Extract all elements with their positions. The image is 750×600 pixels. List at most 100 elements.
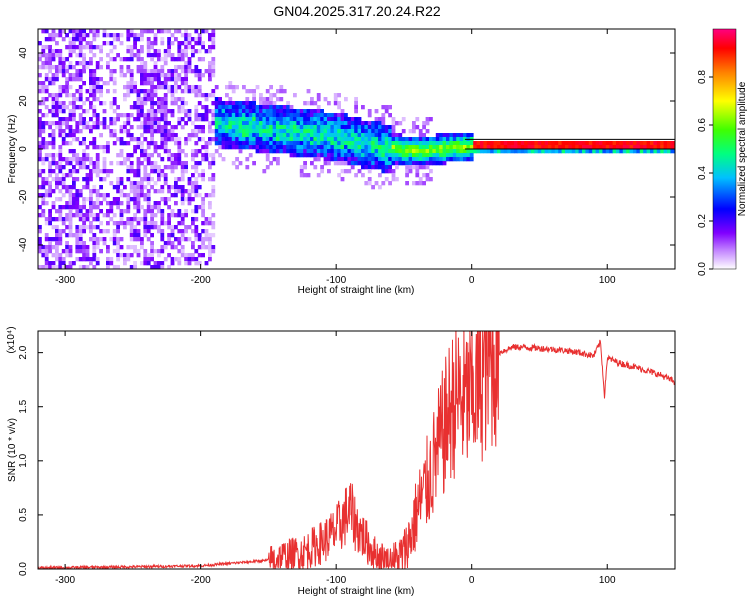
spectrogram-cell <box>126 89 131 94</box>
spectrogram-cell <box>41 197 46 202</box>
spectrogram-cell <box>126 169 131 174</box>
spectrogram-cell <box>463 145 467 150</box>
spectrogram-cell <box>333 145 338 150</box>
spectrogram-cell <box>588 145 593 150</box>
spectrogram-cell <box>214 137 219 142</box>
spectrogram-cell <box>150 165 154 170</box>
spectrogram-cell <box>75 45 80 50</box>
spectrogram-cell <box>412 153 416 158</box>
spectrogram-cell <box>514 145 518 150</box>
spectrogram-cell <box>160 237 165 242</box>
spectrogram-cell <box>191 217 195 222</box>
spectrogram-cell <box>347 137 352 142</box>
spectrogram-cell <box>289 149 294 154</box>
spectrogram-cell <box>228 85 233 90</box>
spectrogram-cell <box>418 141 423 146</box>
spectrogram-cell <box>140 29 144 34</box>
spectrogram-cell <box>272 117 277 122</box>
spectrogram-cell <box>170 109 175 114</box>
spectrogram-cell <box>146 53 151 58</box>
spectrogram-cell <box>337 105 341 110</box>
spectrogram-cell <box>72 181 76 186</box>
spectrogram-cell <box>269 145 273 150</box>
spectrogram-cell <box>41 65 46 70</box>
spectrogram-cell <box>75 169 80 174</box>
spectrogram-cell <box>238 109 243 114</box>
spectrogram-cell <box>102 197 107 202</box>
spectrogram-cell <box>435 149 440 154</box>
spectrogram-cell <box>68 173 73 178</box>
spectrogram-cell <box>242 137 246 142</box>
spectrogram-cell <box>177 237 182 242</box>
spectrogram-cell <box>140 245 144 250</box>
spectrogram-cell <box>503 145 508 150</box>
spectrogram-cell <box>408 145 413 150</box>
spectrogram-cell <box>72 117 76 122</box>
spectrogram-cell <box>340 177 345 182</box>
spectrogram-cell <box>340 153 345 158</box>
spectrogram-cell <box>136 89 141 94</box>
spectrogram-cell <box>663 149 668 154</box>
spectrogram-cell <box>75 77 80 82</box>
spectrogram-cell <box>279 137 284 142</box>
spectrogram-cell <box>150 213 154 218</box>
spectrogram-cell <box>310 161 314 166</box>
spectrogram-cell <box>208 221 212 226</box>
spectrogram-cell <box>354 173 358 178</box>
spectrogram-cell <box>534 145 539 150</box>
spectrogram-cell <box>85 245 90 250</box>
spectrogram-cell <box>106 213 110 218</box>
spectrogram-cell <box>133 169 137 174</box>
spectrogram-cell <box>378 173 382 178</box>
spectrogram-cell <box>44 237 49 242</box>
spectrogram-cell <box>398 133 403 138</box>
spectrogram-cell <box>323 161 328 166</box>
spectrogram-cell <box>89 29 93 34</box>
spectrogram-cell <box>204 113 209 118</box>
spectrogram-cell <box>248 133 253 138</box>
spectrogram-cell <box>55 53 59 58</box>
spectrogram-cell <box>123 161 127 166</box>
spectrogram-cell <box>58 53 63 58</box>
spectrogram-cell <box>279 117 284 122</box>
spectrogram-cell <box>422 165 426 170</box>
x-tick-label: -300 <box>55 275 75 286</box>
spectrogram-cell <box>44 105 49 110</box>
spectrogram-cell <box>201 145 205 150</box>
spectrogram-cell <box>201 41 205 46</box>
spectrogram-cell <box>184 165 188 170</box>
spectrogram-cell <box>129 245 134 250</box>
spectrogram-cell <box>282 125 287 130</box>
spectrogram-cell <box>272 109 277 114</box>
spectrogram-cell <box>150 249 154 254</box>
spectrogram-cell <box>303 121 307 126</box>
spectrogram-cell <box>75 213 80 218</box>
spectrogram-cell <box>163 53 168 58</box>
spectrogram-cell <box>194 69 199 74</box>
spectrogram-cell <box>78 93 83 98</box>
spectrogram-cell <box>167 37 171 42</box>
spectrogram-cell <box>143 97 148 102</box>
spectrogram-cell <box>143 261 148 266</box>
y-tick-label: 40 <box>18 47 29 59</box>
spectrogram-cell <box>320 169 324 174</box>
spectrogram-cell <box>68 157 73 162</box>
spectrogram-cell <box>99 49 103 54</box>
spectrogram-cell <box>456 149 460 154</box>
spectrogram-cell <box>323 145 328 150</box>
spectrogram-cell <box>129 265 134 269</box>
spectrogram-cell <box>208 93 212 98</box>
spectrogram-cell <box>354 105 358 110</box>
spectrogram-cell <box>347 161 352 166</box>
spectrogram-cell <box>466 133 471 138</box>
spectrogram-cell <box>92 93 97 98</box>
spectrogram-cell <box>187 89 192 94</box>
spectrogram-cell <box>667 145 671 150</box>
spectrogram-cell <box>116 237 120 242</box>
spectrogram-cell <box>194 113 199 118</box>
spectrogram-cell <box>327 141 331 146</box>
spectrogram-cell <box>371 165 375 170</box>
spectrogram-cell <box>153 53 158 58</box>
spectrogram-cell <box>72 157 76 162</box>
spectrogram-cell <box>180 57 185 62</box>
